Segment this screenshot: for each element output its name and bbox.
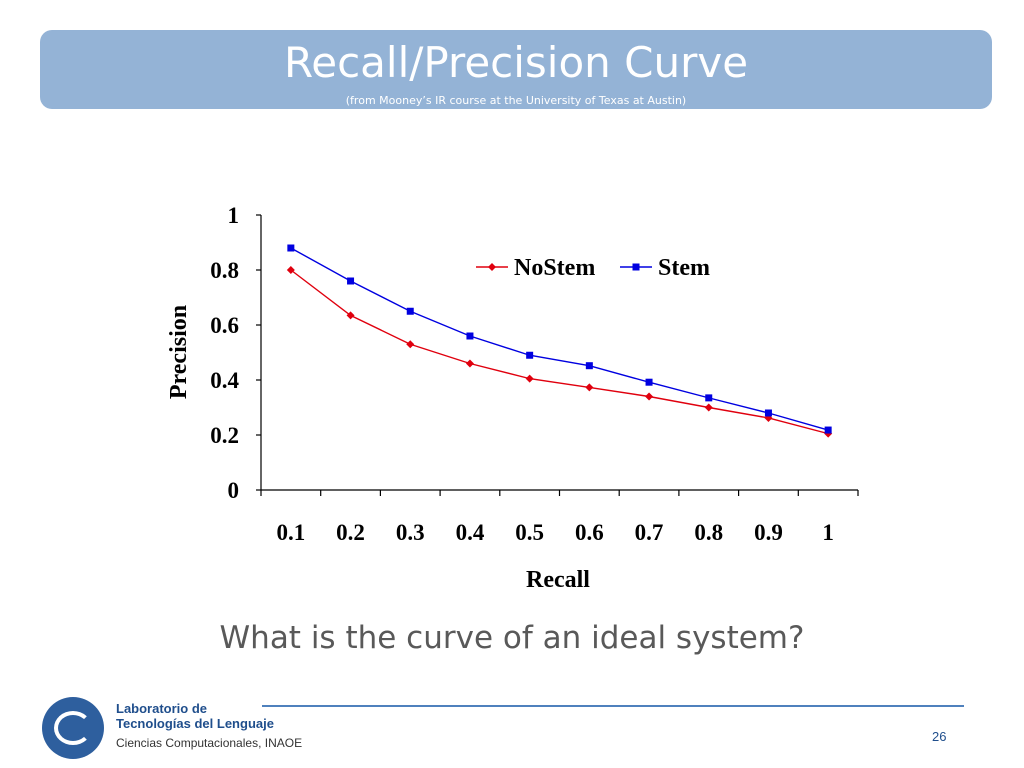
series-line-stem bbox=[290, 247, 829, 431]
org-name-line2: Tecnologías del Lenguaje bbox=[116, 716, 274, 731]
x-tick-label: 0.2 bbox=[336, 520, 365, 545]
point-nostem bbox=[406, 340, 415, 349]
point-nostem bbox=[346, 311, 355, 320]
chart-legend: NoStem Stem bbox=[476, 255, 710, 281]
legend-label-stem: Stem bbox=[658, 255, 710, 281]
lab-logo-icon bbox=[42, 697, 104, 759]
x-tick-label: 0.3 bbox=[396, 520, 425, 545]
point-stem bbox=[466, 332, 474, 340]
x-tick-label: 0.1 bbox=[276, 520, 305, 545]
point-nostem bbox=[465, 359, 474, 368]
page-number: 26 bbox=[932, 729, 947, 744]
org-name-line3: Ciencias Computacionales, INAOE bbox=[116, 736, 303, 750]
x-tick-label: 0.9 bbox=[754, 520, 783, 545]
series-line-nostem bbox=[290, 269, 829, 435]
title-banner: Recall/Precision Curve (from Mooney’s IR… bbox=[40, 30, 992, 109]
slide-question: What is the curve of an ideal system? bbox=[219, 620, 805, 656]
point-nostem bbox=[704, 403, 713, 412]
y-tick-label: 0.6 bbox=[210, 313, 239, 338]
y-tick-label: 0.8 bbox=[210, 258, 239, 283]
chart-axes: 0 0.2 0.4 0.6 0.8 1 0.1 0.2 0.3 0.4 0.5 0.6 0.7 0.8 0.… bbox=[210, 203, 859, 545]
y-tick-label: 0.2 bbox=[210, 423, 239, 448]
point-nostem bbox=[585, 383, 594, 392]
y-tick-label: 0.4 bbox=[210, 368, 239, 393]
slide-title: Recall/Precision Curve bbox=[283, 38, 749, 87]
point-stem bbox=[705, 394, 713, 402]
x-tick-label: 0.8 bbox=[694, 520, 723, 545]
point-nostem bbox=[286, 266, 295, 274]
point-stem bbox=[526, 351, 534, 359]
x-tick-label: 0.7 bbox=[635, 520, 664, 545]
x-tick-label: 0.4 bbox=[456, 520, 485, 545]
point-nostem bbox=[645, 392, 654, 401]
point-stem bbox=[645, 378, 653, 386]
y-axis-label: Precision bbox=[166, 305, 192, 399]
footer-divider bbox=[262, 705, 964, 707]
point-stem bbox=[287, 244, 295, 252]
legend-marker-nostem bbox=[488, 263, 496, 271]
point-stem bbox=[406, 307, 414, 315]
point-nostem bbox=[525, 374, 534, 383]
org-name-line1: Laboratorio de bbox=[116, 701, 208, 716]
recall-precision-chart: 0 0.2 0.4 0.6 0.8 1 0.1 0.2 0.3 0.4 0.5 0.6 0.7 0.8 0.… bbox=[166, 203, 859, 593]
x-tick-label: 0.6 bbox=[575, 520, 604, 545]
slide-subtitle: (from Mooney’s IR course at the Universi… bbox=[345, 94, 687, 107]
x-tick-label: 1 bbox=[822, 520, 834, 545]
legend-label-nostem: NoStem bbox=[514, 255, 595, 281]
y-tick-label: 0 bbox=[228, 478, 240, 503]
point-stem bbox=[764, 409, 772, 417]
legend-marker-stem bbox=[632, 263, 640, 271]
y-tick-label: 1 bbox=[228, 203, 240, 228]
chart-series bbox=[286, 244, 833, 438]
point-stem bbox=[347, 277, 355, 285]
point-stem bbox=[824, 426, 832, 434]
point-stem bbox=[585, 362, 593, 370]
x-axis-label: Recall bbox=[526, 567, 590, 593]
x-tick-label: 0.5 bbox=[515, 520, 544, 545]
